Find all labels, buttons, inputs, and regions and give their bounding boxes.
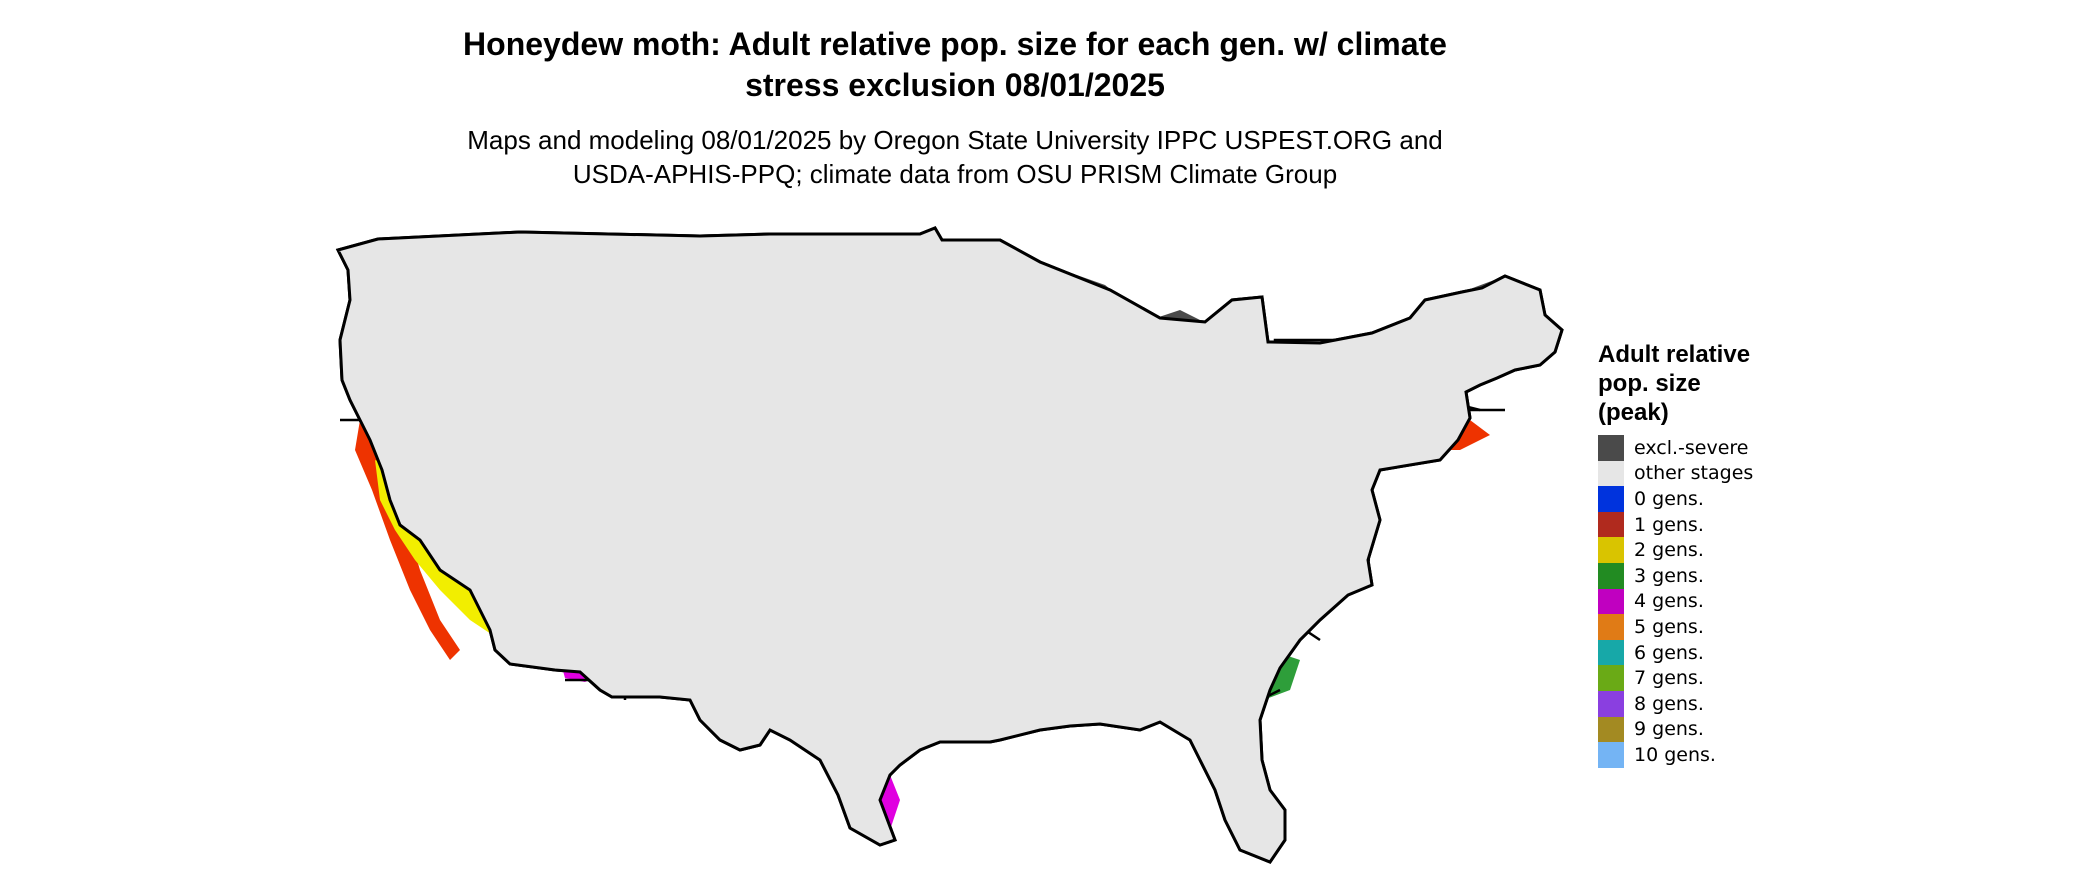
legend-item: 3 gens. [1598,562,1828,589]
legend-label: 5 gens. [1634,615,1704,638]
title-line-2: stress exclusion 08/01/2025 [745,67,1165,103]
legend-item: excl.-severe [1598,435,1828,461]
legend-swatch [1598,665,1624,691]
legend-label: 0 gens. [1634,487,1704,510]
legend-item: 6 gens. [1598,639,1828,666]
legend-swatch [1598,614,1624,640]
title-line-1: Honeydew moth: Adult relative pop. size … [463,26,1447,62]
legend-label: 6 gens. [1634,641,1704,664]
legend-label: 9 gens. [1634,718,1704,741]
legend-items: excl.-severe other stages 0 gens. 1 gens. 2 … [1598,435,1828,768]
legend-swatch [1598,537,1624,563]
legend-swatch [1598,742,1624,768]
map-subtitle: Maps and modeling 08/01/2025 by Oregon S… [330,123,1580,191]
legend-title-line-1: Adult relative [1598,341,1751,368]
legend-item: 9 gens. [1598,716,1828,743]
subtitle-line-1: Maps and modeling 08/01/2025 by Oregon S… [467,125,1443,155]
legend-swatch [1598,588,1624,615]
legend-label: 1 gens. [1634,513,1704,536]
legend-item: 8 gens. [1598,690,1828,717]
subtitle-line-2: USDA-APHIS-PPQ; climate data from OSU PR… [572,159,1338,189]
legend-swatch [1598,511,1624,538]
legend-label: excl.-severe [1634,436,1749,459]
legend-item: 5 gens. [1598,614,1828,640]
legend-label: 7 gens. [1634,667,1704,690]
legend-item: 2 gens. [1598,537,1828,563]
legend-item: 1 gens. [1598,511,1828,538]
legend-title-line-3: (peak) [1598,399,1669,426]
legend-title: Adult relative pop. size (peak) [1598,340,1828,427]
map-title: Honeydew moth: Adult relative pop. size … [330,24,1580,106]
legend-label: 10 gens. [1634,743,1716,766]
legend-swatch [1598,562,1624,589]
legend-item: 4 gens. [1598,588,1828,615]
legend-label: 4 gens. [1634,590,1704,613]
legend-swatch [1598,486,1624,512]
legend-label: 8 gens. [1634,692,1704,715]
legend-item: 7 gens. [1598,665,1828,691]
legend-title-line-2: pop. size [1598,370,1701,397]
map-legend: Adult relative pop. size (peak) excl.-se… [1598,340,1828,768]
legend-label: 2 gens. [1634,539,1704,562]
legend-swatch [1598,690,1624,717]
legend-swatch [1598,639,1624,666]
legend-item: 0 gens. [1598,486,1828,512]
legend-item: other stages [1598,460,1828,487]
us-map [335,226,1564,864]
legend-swatch [1598,460,1624,487]
legend-label: 3 gens. [1634,564,1704,587]
legend-item: 10 gens. [1598,742,1828,768]
legend-label: other stages [1634,462,1754,485]
legend-swatch [1598,435,1624,461]
legend-swatch [1598,716,1624,743]
